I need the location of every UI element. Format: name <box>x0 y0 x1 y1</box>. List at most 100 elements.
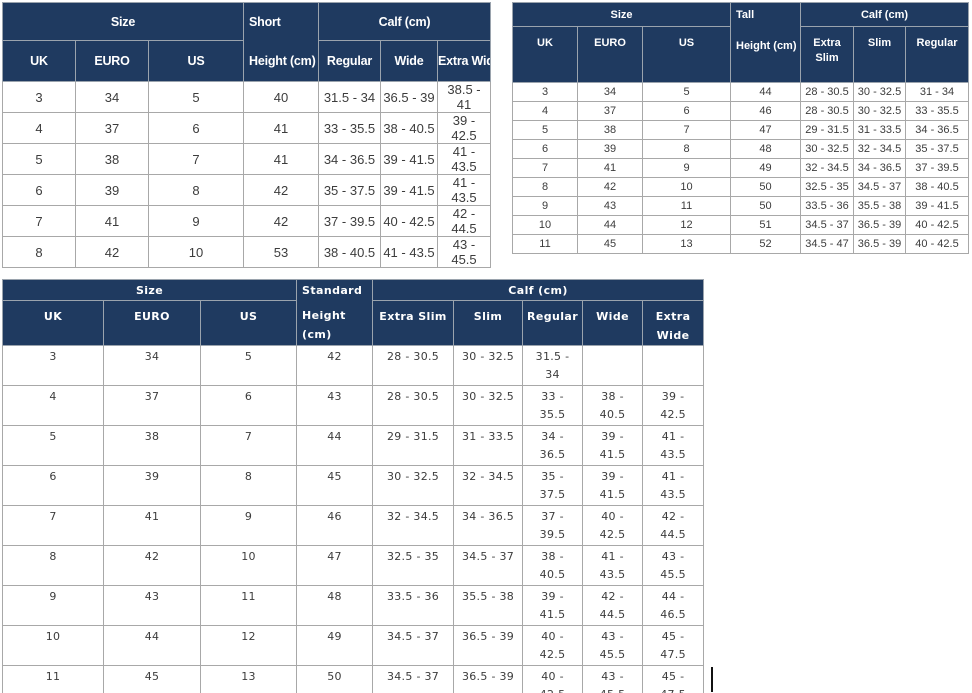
column-header-us: US <box>199 300 298 346</box>
size-group-header: Size <box>2 1 244 42</box>
table-cell: 50 <box>730 196 801 216</box>
column-header-extra-slim: Extra Slim <box>372 300 455 346</box>
table-cell: 35 - 37.5 <box>904 139 970 159</box>
column-header-row: UK EURO US Regular Wide Extra Wide <box>2 40 491 82</box>
table-cell: 50 <box>296 665 374 693</box>
table-row: 10 44 12 51 34.5 - 37 36.5 - 39 40 - 42.5 <box>512 215 970 235</box>
table-cell: 32.5 - 35 <box>800 177 854 197</box>
table-cell: 30 - 32.5 <box>372 465 455 506</box>
table-cell: 37 <box>577 101 643 121</box>
table-cell: 43 <box>577 196 643 216</box>
table-cell: 8 <box>199 465 298 506</box>
table-cell: 36.5 - 39 <box>853 215 906 235</box>
table-cell: 5 <box>148 81 244 113</box>
table-row: 4 37 6 41 33 - 35.5 38 - 40.5 39 - 42.5 <box>2 112 491 144</box>
table-cell: 38 - 40.5 <box>582 385 644 426</box>
table-cell: 39 - 41.5 <box>522 585 584 626</box>
table-cell: 52 <box>730 234 801 254</box>
table-cell: 43 - 45.5 <box>437 236 491 268</box>
table-cell: 10 <box>199 545 298 586</box>
table-cell: 41 - 43.5 <box>642 465 705 506</box>
table-cell: 42 <box>103 545 201 586</box>
table-cell: 30 - 32.5 <box>453 385 524 426</box>
table-row: 6 39 8 42 35 - 37.5 39 - 41.5 41 - 43.5 <box>2 174 491 206</box>
column-header-us: US <box>642 26 731 83</box>
table-cell: 34.5 - 47 <box>800 234 854 254</box>
column-header-uk: UK <box>2 300 104 346</box>
table-cell: 33 - 35.5 <box>318 112 381 144</box>
table-cell: 9 <box>199 505 298 546</box>
table-cell: 49 <box>730 158 801 178</box>
table-cell: 34.5 - 37 <box>453 545 524 586</box>
table-cell: 39 - 41.5 <box>380 143 438 175</box>
table-row: 9 43 11 50 33.5 - 36 35.5 - 38 39 - 41.5 <box>512 196 970 216</box>
table-cell: 39 <box>75 174 149 206</box>
table-cell: 32 - 34.5 <box>800 158 854 178</box>
table-cell: 38 <box>75 143 149 175</box>
column-header-extra-wide: Extra Wide <box>642 300 705 346</box>
table-cell: 40 - 42.5 <box>380 205 438 237</box>
table-cell: 39 - 41.5 <box>904 196 970 216</box>
table-cell: 44 <box>730 82 801 102</box>
table-cell: 37 - 39.5 <box>904 158 970 178</box>
column-header-wide: Wide <box>380 40 438 82</box>
table-cell: 6 <box>642 101 731 121</box>
table-cell: 30 - 32.5 <box>853 101 906 121</box>
table-cell: 36.5 - 39 <box>453 665 524 693</box>
table-cell: 13 <box>642 234 731 254</box>
table-cell: 9 <box>512 196 578 216</box>
table-cell: 45 - 47.5 <box>642 665 705 693</box>
column-header-wide: Wide <box>582 300 644 346</box>
table-row: 5 38 7 47 29 - 31.5 31 - 33.5 34 - 36.5 <box>512 120 970 140</box>
group-header-row: Size Short Height (cm) Calf (cm) <box>2 1 491 82</box>
table-cell: 38 <box>577 120 643 140</box>
table-cell: 41 <box>577 158 643 178</box>
table-cell: 43 - 45.5 <box>582 625 644 666</box>
group-header-row: Size Tall Height (cm) Calf (cm) <box>512 2 970 83</box>
height-type-label: Short <box>249 15 281 29</box>
table-cell: 8 <box>2 545 104 586</box>
table-cell: 8 <box>2 236 76 268</box>
column-header-slim: Slim <box>853 26 906 83</box>
tall-height-size-table: Size Tall Height (cm) Calf (cm) UK EURO … <box>512 2 970 254</box>
table-cell: 11 <box>199 585 298 626</box>
table-cell: 40 - 42.5 <box>904 215 970 235</box>
table-cell: 51 <box>730 215 801 235</box>
table-cell: 42 <box>296 345 374 386</box>
table-cell: 35 - 37.5 <box>522 465 584 506</box>
table-cell: 34 <box>577 82 643 102</box>
table-cell: 12 <box>642 215 731 235</box>
table-cell: 32.5 - 35 <box>372 545 455 586</box>
table-cell: 8 <box>512 177 578 197</box>
column-header-extra-slim: Extra Slim <box>800 26 854 83</box>
table-cell: 42 - 44.5 <box>642 505 705 546</box>
height-column-header: Short Height (cm) <box>243 2 319 82</box>
table-cell: 40 - 42.5 <box>904 234 970 254</box>
table-cell: 33.5 - 36 <box>372 585 455 626</box>
table-row: 10 44 12 49 34.5 - 37 36.5 - 39 40 - 42.5 43 - … <box>2 625 705 666</box>
calf-group-header: Calf (cm) <box>799 2 970 27</box>
table-cell: 4 <box>2 112 76 144</box>
table-cell: 42 <box>243 174 319 206</box>
column-header-row: UK EURO US Extra Slim Slim Regular Wide … <box>2 300 705 346</box>
short-height-size-table: Size Short Height (cm) Calf (cm) UK EURO… <box>2 1 491 268</box>
table-cell: 39 <box>103 465 201 506</box>
table-cell: 43 <box>103 585 201 626</box>
calf-group-header: Calf (cm) <box>318 1 491 42</box>
table-cell: 38 - 40.5 <box>904 177 970 197</box>
table-cell: 31.5 - 34 <box>522 345 584 386</box>
table-cell: 3 <box>2 81 76 113</box>
table-cell: 9 <box>148 205 244 237</box>
table-cell: 34 - 36.5 <box>904 120 970 140</box>
table-row: 8 42 10 47 32.5 - 35 34.5 - 37 38 - 40.5 41 - 4… <box>2 545 705 586</box>
table-cell: 41 - 43.5 <box>380 236 438 268</box>
column-header-euro: EURO <box>75 40 149 82</box>
table-cell: 5 <box>2 425 104 466</box>
table-cell: 53 <box>243 236 319 268</box>
standard-height-size-table: Size Standard Height (cm) Calf (cm) UK E… <box>1 279 705 693</box>
table-cell: 33.5 - 36 <box>800 196 854 216</box>
column-header-uk: UK <box>2 40 76 82</box>
table-cell: 31.5 - 34 <box>318 81 381 113</box>
table-row: 7 41 9 49 32 - 34.5 34 - 36.5 37 - 39.5 <box>512 158 970 178</box>
